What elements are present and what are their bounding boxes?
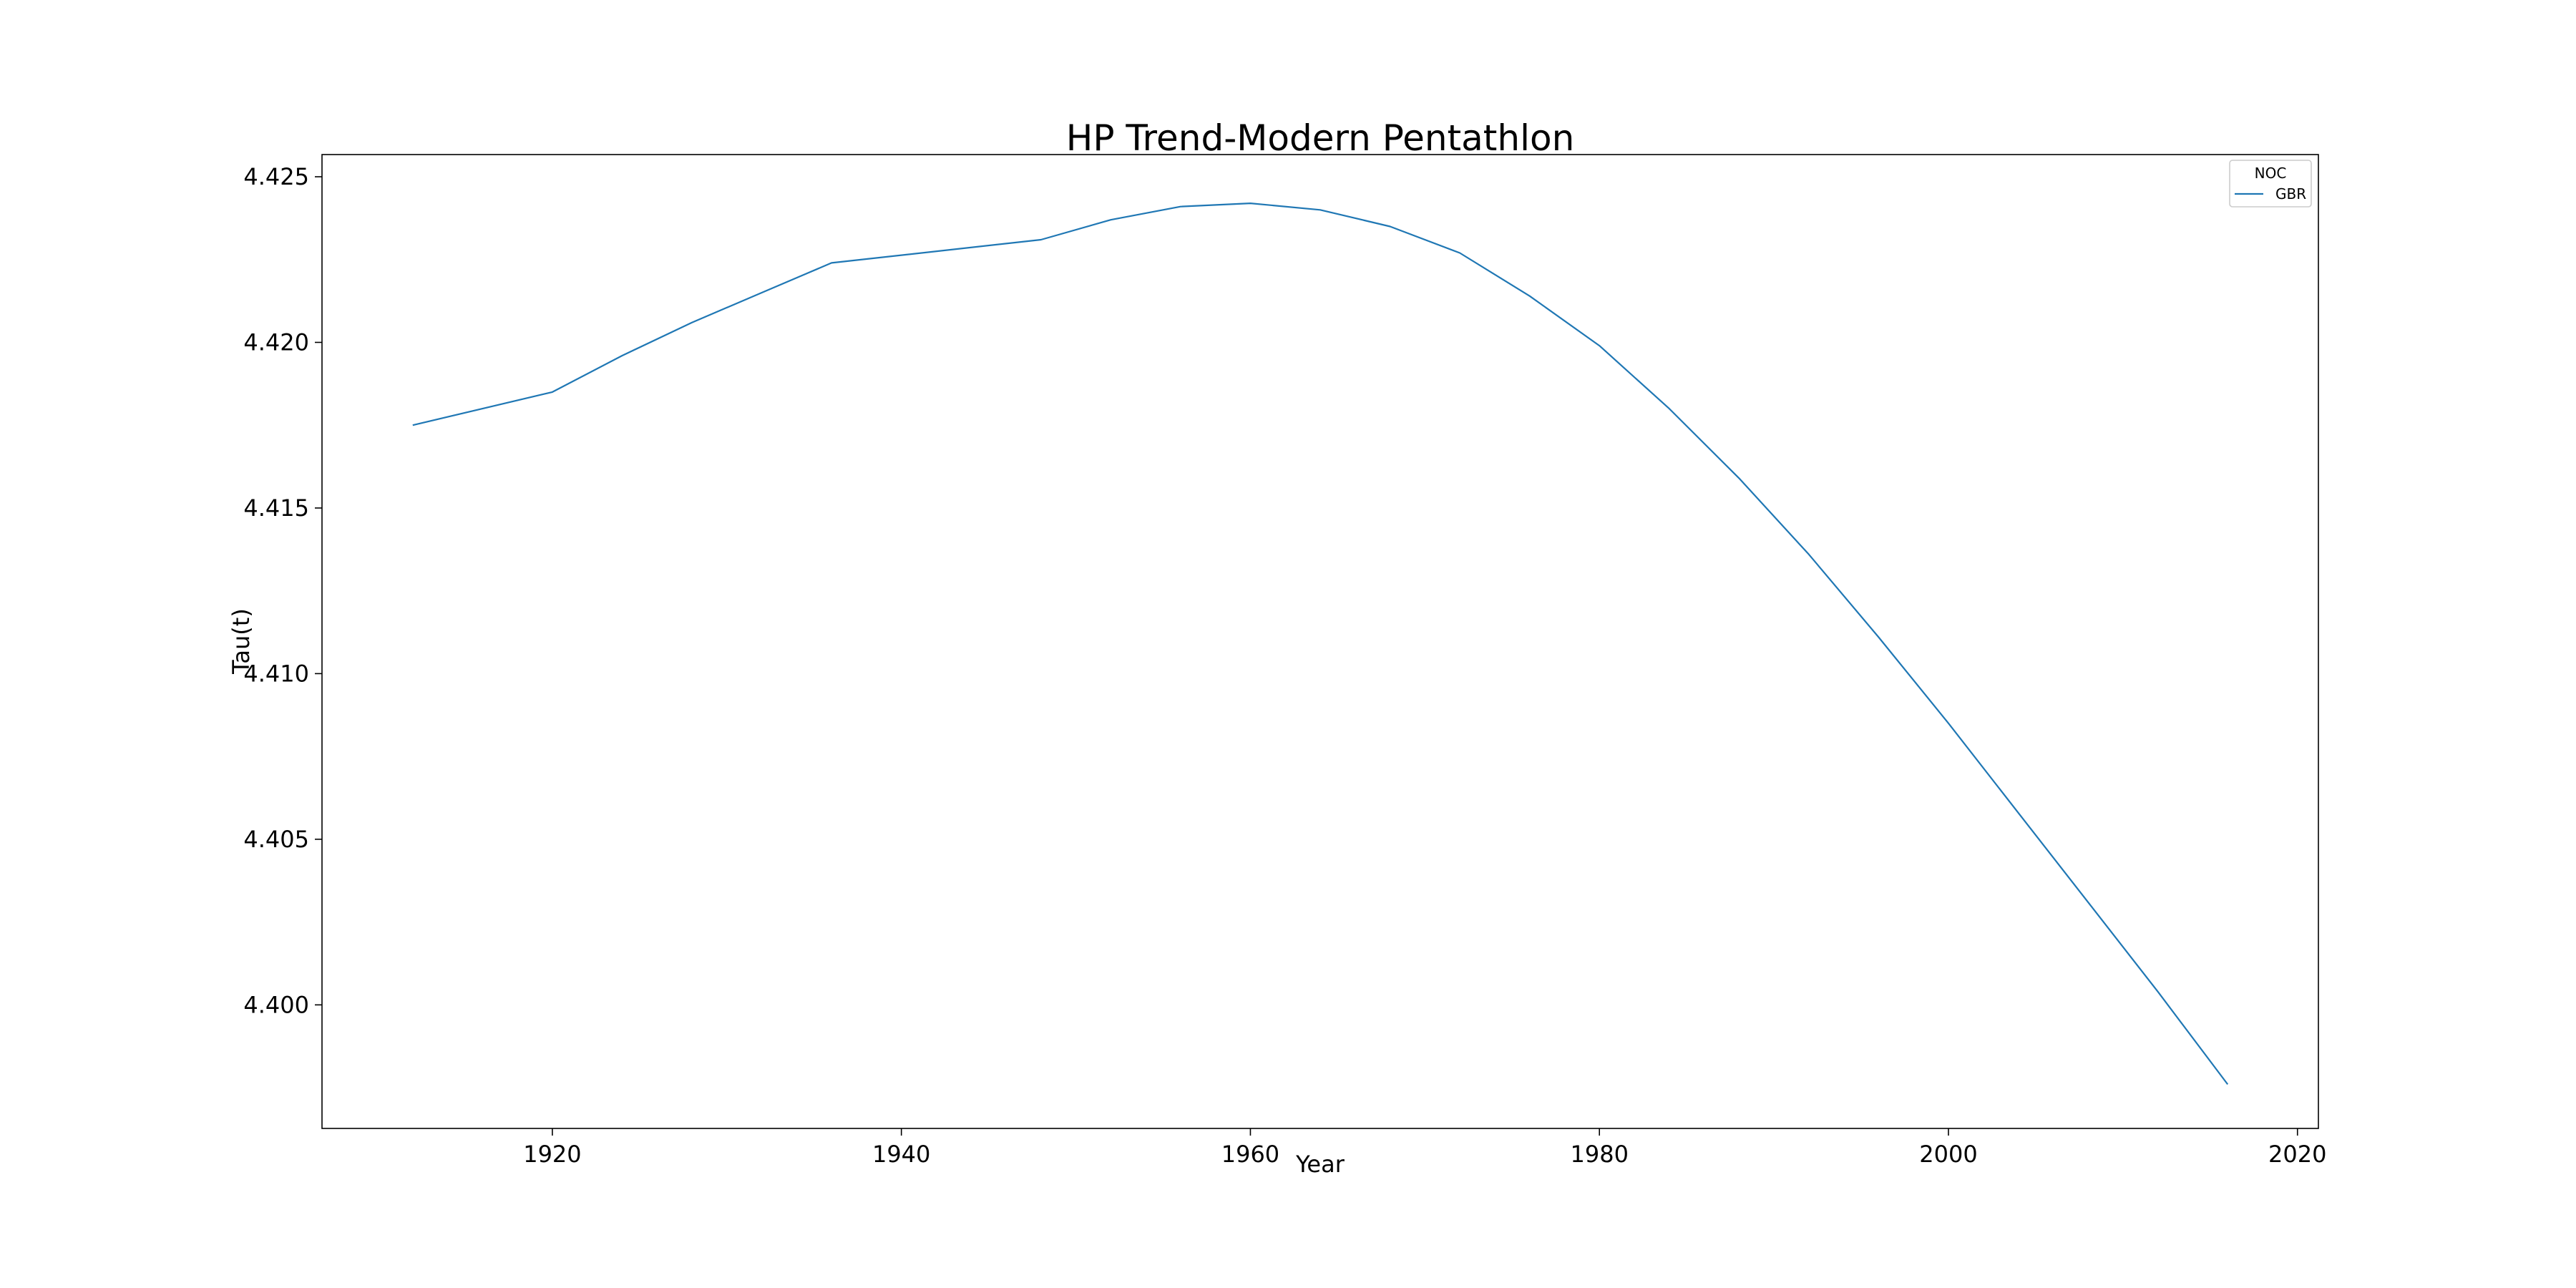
x-tick-label: 2000 xyxy=(1919,1141,1977,1168)
x-tick-label: 1920 xyxy=(523,1141,581,1168)
y-tick-label: 4.410 xyxy=(243,660,309,687)
x-tick-label: 2020 xyxy=(2268,1141,2326,1168)
y-axis: 4.400 4.405 4.410 4.415 4.420 4.425 xyxy=(243,163,322,1018)
y-axis-label: Tau(t) xyxy=(228,608,255,675)
x-axis-label: Year xyxy=(1295,1151,1345,1178)
y-tick-label: 4.425 xyxy=(243,163,309,190)
y-tick-label: 4.420 xyxy=(243,328,309,356)
x-tick-label: 1980 xyxy=(1570,1141,1628,1168)
legend: NOC GBR xyxy=(2229,160,2312,208)
x-axis: 1920 1940 1960 1980 2000 2020 xyxy=(523,1128,2326,1168)
plot-area xyxy=(321,154,2319,1129)
x-tick-label: 1960 xyxy=(1221,1141,1279,1168)
series-line-gbr xyxy=(412,203,2229,1085)
legend-box xyxy=(2229,160,2312,208)
y-tick-label: 4.405 xyxy=(243,826,309,853)
legend-title: NOC xyxy=(2255,165,2287,182)
legend-label-gbr: GBR xyxy=(2275,185,2306,203)
y-tick-label: 4.400 xyxy=(243,991,309,1018)
chart-title: HP Trend-Modern Pentathlon xyxy=(1066,117,1575,159)
y-tick-label: 4.415 xyxy=(243,494,309,522)
series-layer xyxy=(412,203,2229,1085)
x-tick-label: 1940 xyxy=(872,1141,930,1168)
